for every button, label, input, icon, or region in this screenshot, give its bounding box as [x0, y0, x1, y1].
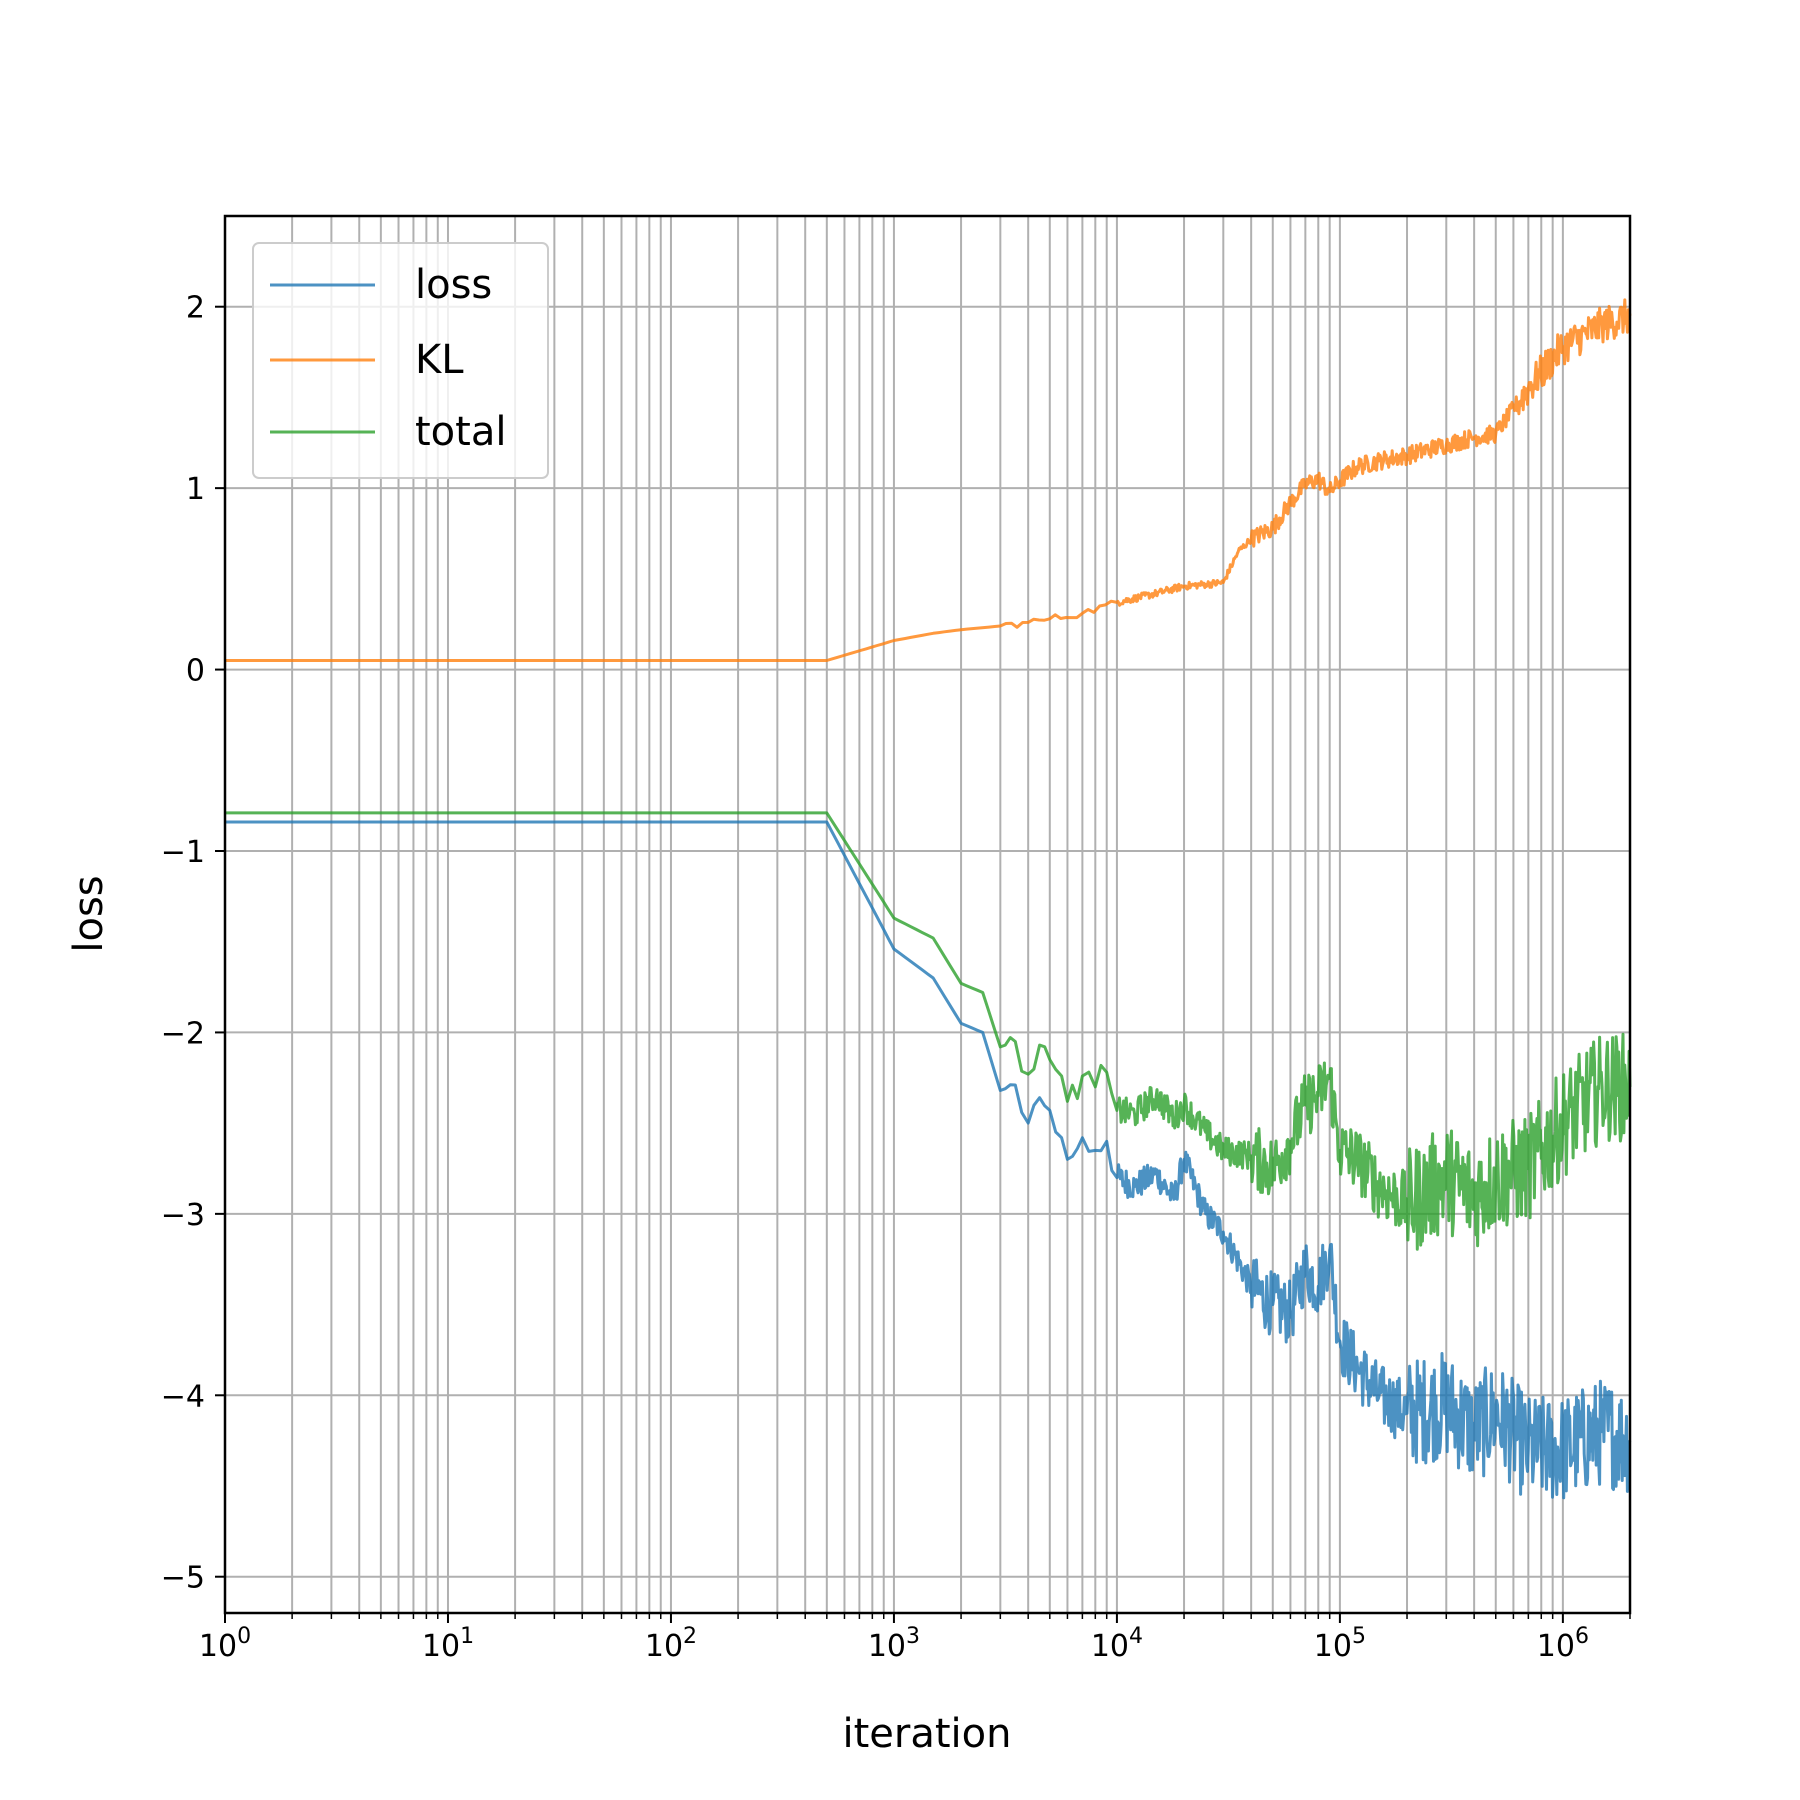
y-tick-label: 1: [186, 472, 205, 507]
y-tick-label: 2: [186, 291, 205, 326]
x-tick-label: 105: [1314, 1624, 1366, 1664]
legend-box: [252, 242, 549, 479]
x-tick-label: 106: [1537, 1624, 1589, 1664]
x-axis-label: iteration: [843, 1711, 1012, 1757]
legend-label-total: total: [415, 409, 506, 455]
legend-label-loss: loss: [415, 262, 492, 308]
series-line-total: [225, 811, 1632, 1251]
x-tick-label: 102: [645, 1624, 697, 1664]
legend: loss KL total: [252, 242, 549, 479]
y-tick-label: −4: [161, 1379, 205, 1414]
x-tick-label: 104: [1091, 1624, 1143, 1664]
x-tick-label: 103: [868, 1624, 920, 1664]
y-axis: 2 1 0 −1 −2 −3 −4 −5: [161, 291, 225, 1596]
y-tick-label: −5: [161, 1561, 205, 1596]
y-tick-label: 0: [186, 654, 205, 689]
y-tick-label: −3: [161, 1198, 205, 1233]
y-tick-label: −2: [161, 1016, 205, 1051]
series-line-loss: [225, 820, 1632, 1500]
x-tick-label: 101: [422, 1624, 474, 1664]
x-axis: 100 101 102 103 104 105 106: [199, 1613, 1631, 1664]
y-tick-label: −1: [161, 835, 205, 870]
y-axis-label: loss: [66, 875, 112, 952]
series-line-kl: [225, 298, 1632, 662]
plot-frame: [223, 214, 1632, 1615]
x-tick-label: 100: [199, 1624, 251, 1664]
legend-label-kl: KL: [415, 337, 464, 383]
series-layer: [225, 298, 1632, 1500]
